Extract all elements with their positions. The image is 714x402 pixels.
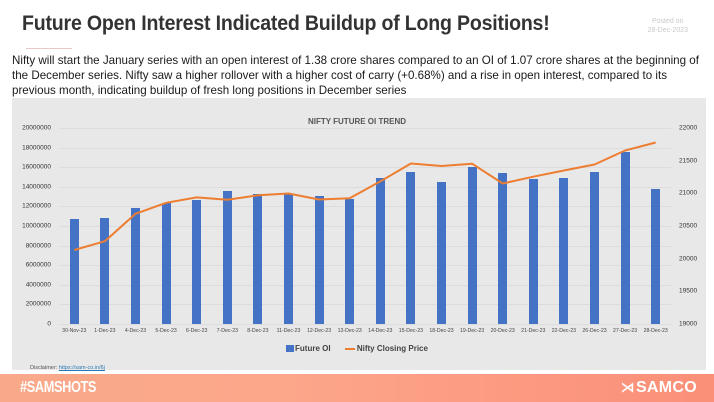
x-axis-tick: 30-Nov-23 [62, 328, 87, 334]
chart-legend: Future OI Nifty Closing Price [0, 344, 714, 353]
bar-future-oi [498, 173, 508, 324]
legend-swatch-future-oi [286, 345, 295, 353]
brand-name: SAMCO [635, 379, 697, 396]
y-axis-right-tick: 21500 [679, 157, 698, 165]
legend-swatch-nifty-close [344, 347, 355, 350]
legend-label-future-oi: Future OI [295, 344, 331, 353]
x-axis-tick: 22-Dec-23 [551, 328, 577, 334]
gridline [59, 304, 671, 306]
y-axis-right-tick: 19000 [679, 320, 698, 328]
bar-future-oi [192, 199, 202, 324]
posted-label: Posted on [652, 18, 684, 25]
y-axis-right-tick: 20500 [679, 222, 698, 230]
bar-future-oi [375, 177, 385, 324]
bar-future-oi [222, 190, 232, 324]
gridline [59, 265, 671, 267]
bar-future-oi [69, 219, 79, 324]
bar-future-oi [314, 195, 324, 324]
x-axis-tick: 5-Dec-23 [155, 328, 177, 334]
posted-date: Posted on 28-Dec-2023 [648, 17, 688, 35]
x-axis-tick: 11-Dec-23 [276, 328, 301, 334]
bar-future-oi [620, 151, 630, 324]
gridline [59, 206, 671, 208]
y-axis-left-tick: 2000000 [25, 300, 51, 308]
gridline [59, 324, 671, 325]
y-axis-right-tick: 19500 [679, 287, 698, 295]
x-axis-tick: 4-Dec-23 [124, 328, 147, 334]
x-axis-tick: 7-Dec-23 [216, 328, 238, 334]
bar-future-oi [437, 181, 446, 324]
y-axis-right-tick: 21000 [679, 189, 698, 197]
bar-future-oi [253, 193, 263, 324]
bar-future-oi [345, 198, 355, 324]
x-axis-tick: 27-Dec-23 [612, 328, 638, 334]
x-axis-tick: 28-Dec-23 [643, 328, 668, 334]
y-axis-left-tick: 10000000 [22, 222, 51, 230]
x-axis-tick: 1-Dec-23 [94, 328, 116, 334]
disclaimer-label: Disclaimer: [30, 365, 58, 371]
y-axis-right-tick: 20000 [679, 255, 698, 263]
y-axis-left-tick: 18000000 [22, 144, 51, 152]
footer-banner: #SAMSHOTS ⋊SAMCO [0, 374, 714, 402]
bar-future-oi [467, 167, 477, 324]
bar-future-oi [651, 188, 661, 324]
bar-future-oi [528, 178, 538, 324]
y-axis-left-tick: 20000000 [22, 124, 51, 132]
bar-future-oi [100, 218, 110, 324]
y-axis-left-tick: 8000000 [25, 242, 51, 250]
bar-future-oi [590, 172, 599, 324]
gridline [59, 245, 671, 247]
x-axis-tick: 18-Dec-23 [429, 328, 454, 334]
title-underline [26, 48, 72, 49]
posted-date-value: 28-Dec-2023 [647, 27, 688, 34]
x-axis-tick: 13-Dec-23 [337, 328, 362, 334]
disclaimer-link[interactable]: https://sam-co.in/6j [58, 365, 105, 371]
gridline [59, 186, 671, 188]
gridline [59, 284, 671, 286]
x-axis-tick: 14-Dec-23 [368, 328, 393, 334]
description-text: Nifty will start the January series with… [12, 54, 699, 97]
x-axis-tick: 15-Dec-23 [398, 328, 424, 334]
x-axis-tick: 21-Dec-23 [521, 328, 546, 334]
x-axis-tick: 26-Dec-23 [582, 328, 607, 334]
bar-future-oi [406, 172, 416, 324]
bar-future-oi [284, 193, 293, 324]
y-axis-left-tick: 6000000 [25, 261, 51, 269]
bar-future-oi [161, 203, 171, 324]
chart-title: NIFTY FUTURE OI TREND [307, 117, 407, 126]
gridline [59, 167, 671, 169]
y-axis-left-tick: 4000000 [25, 281, 51, 289]
x-axis-tick: 6-Dec-23 [186, 328, 208, 334]
x-axis-tick: 20-Dec-23 [490, 328, 515, 334]
hashtag-label: #SAMSHOTS [20, 379, 97, 396]
gridline [59, 147, 671, 149]
x-axis-tick: 12-Dec-23 [306, 328, 332, 334]
page-title: Future Open Interest Indicated Buildup o… [22, 12, 550, 35]
samco-logo-icon: ⋊ [620, 379, 635, 395]
samco-brand: ⋊SAMCO [621, 379, 697, 397]
gridline [59, 226, 671, 227]
y-axis-left-tick: 14000000 [22, 183, 51, 191]
plot-area: 0 2000000 4000000 6000000 8000000 10000000 120… [22, 125, 697, 335]
y-axis-left-tick: 12000000 [22, 202, 51, 210]
legend-label-nifty-close: Nifty Closing Price [356, 344, 428, 353]
y-axis-left-tick: 16000000 [22, 163, 51, 171]
x-axis-tick: 19-Dec-23 [459, 328, 485, 334]
y-axis-right-tick: 22000 [679, 124, 698, 132]
gridline [59, 128, 671, 129]
bar-future-oi [131, 208, 140, 324]
disclaimer: Disclaimer: https://sam-co.in/6j [30, 365, 105, 371]
x-axis-tick: 8-Dec-23 [247, 328, 269, 334]
bar-future-oi [559, 177, 569, 324]
y-axis-left-tick: 0 [47, 320, 51, 328]
nifty-closing-price-line [74, 141, 656, 251]
